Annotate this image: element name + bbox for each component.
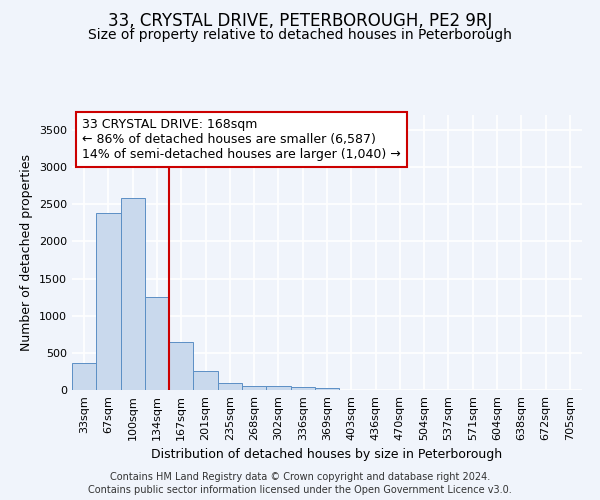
Bar (72, 362, 96, 390)
Bar (315, 388, 339, 390)
Bar (96, 213, 121, 390)
Bar (193, 372, 218, 390)
Text: Size of property relative to detached houses in Peterborough: Size of property relative to detached ho… (88, 28, 512, 42)
Bar (169, 342, 193, 390)
Bar (218, 382, 242, 390)
Text: 33, CRYSTAL DRIVE, PETERBOROUGH, PE2 9RJ: 33, CRYSTAL DRIVE, PETERBOROUGH, PE2 9RJ (108, 12, 492, 30)
Bar (266, 386, 290, 390)
Text: Contains public sector information licensed under the Open Government Licence v3: Contains public sector information licen… (88, 485, 512, 495)
Y-axis label: Number of detached properties: Number of detached properties (20, 154, 34, 351)
X-axis label: Distribution of detached houses by size in Peterborough: Distribution of detached houses by size … (151, 448, 503, 461)
Bar (290, 387, 315, 390)
Text: Contains HM Land Registry data © Crown copyright and database right 2024.: Contains HM Land Registry data © Crown c… (110, 472, 490, 482)
Bar (121, 198, 145, 390)
Bar (145, 297, 169, 390)
Bar (242, 386, 266, 390)
Text: 33 CRYSTAL DRIVE: 168sqm
← 86% of detached houses are smaller (6,587)
14% of sem: 33 CRYSTAL DRIVE: 168sqm ← 86% of detach… (82, 118, 401, 161)
